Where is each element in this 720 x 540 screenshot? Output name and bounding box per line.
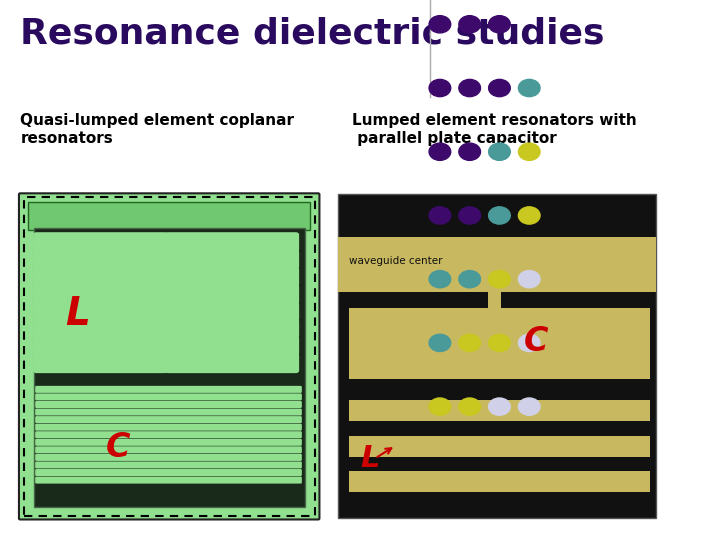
Circle shape (489, 398, 510, 415)
Circle shape (459, 143, 480, 160)
FancyBboxPatch shape (35, 462, 302, 469)
Circle shape (429, 271, 451, 288)
Circle shape (429, 398, 451, 415)
Circle shape (459, 79, 480, 97)
Bar (28, 202, 310, 230)
FancyBboxPatch shape (33, 301, 168, 321)
FancyBboxPatch shape (33, 353, 168, 373)
Circle shape (489, 16, 510, 33)
Circle shape (429, 334, 451, 352)
FancyBboxPatch shape (35, 447, 302, 454)
FancyBboxPatch shape (33, 232, 168, 252)
FancyBboxPatch shape (33, 284, 168, 304)
Circle shape (429, 16, 451, 33)
Circle shape (489, 79, 510, 97)
FancyBboxPatch shape (35, 401, 302, 408)
FancyBboxPatch shape (35, 386, 302, 393)
FancyBboxPatch shape (35, 439, 302, 446)
FancyBboxPatch shape (19, 193, 320, 519)
Bar (348, 471, 649, 492)
FancyBboxPatch shape (35, 431, 302, 438)
Bar (24, 197, 315, 516)
Circle shape (459, 207, 480, 224)
FancyBboxPatch shape (33, 319, 168, 339)
Text: waveguide center: waveguide center (348, 256, 442, 266)
FancyBboxPatch shape (164, 267, 299, 287)
Circle shape (459, 334, 480, 352)
Circle shape (489, 271, 510, 288)
FancyBboxPatch shape (35, 454, 302, 461)
Bar (34, 228, 305, 507)
FancyBboxPatch shape (164, 336, 299, 356)
Bar (348, 308, 649, 379)
FancyBboxPatch shape (164, 284, 299, 304)
Text: L: L (361, 444, 380, 473)
Circle shape (489, 143, 510, 160)
FancyBboxPatch shape (164, 249, 299, 269)
Bar (488, 288, 500, 314)
FancyBboxPatch shape (164, 353, 299, 373)
Text: C: C (523, 325, 548, 359)
Bar (338, 237, 657, 292)
FancyBboxPatch shape (164, 301, 299, 321)
Circle shape (459, 16, 480, 33)
Bar (348, 436, 649, 457)
Text: Lumped element resonators with
 parallel plate capacitor: Lumped element resonators with parallel … (352, 113, 636, 146)
Text: Quasi-lumped element coplanar
resonators: Quasi-lumped element coplanar resonators (20, 113, 294, 146)
FancyBboxPatch shape (35, 477, 302, 484)
Circle shape (518, 207, 540, 224)
FancyBboxPatch shape (35, 424, 302, 431)
Bar (338, 194, 657, 518)
Text: L: L (66, 295, 90, 333)
Circle shape (459, 398, 480, 415)
FancyBboxPatch shape (33, 267, 168, 287)
FancyBboxPatch shape (33, 249, 168, 269)
FancyBboxPatch shape (35, 409, 302, 416)
Circle shape (459, 271, 480, 288)
Circle shape (489, 334, 510, 352)
Circle shape (518, 79, 540, 97)
Text: Resonance dielectric studies: Resonance dielectric studies (20, 16, 605, 50)
Circle shape (489, 207, 510, 224)
Bar (348, 400, 649, 421)
Circle shape (518, 143, 540, 160)
Circle shape (518, 398, 540, 415)
FancyBboxPatch shape (164, 232, 299, 252)
FancyBboxPatch shape (35, 469, 302, 476)
FancyBboxPatch shape (164, 319, 299, 339)
Circle shape (429, 207, 451, 224)
FancyBboxPatch shape (35, 394, 302, 401)
Circle shape (518, 334, 540, 352)
Circle shape (518, 271, 540, 288)
FancyBboxPatch shape (33, 336, 168, 356)
FancyBboxPatch shape (35, 416, 302, 423)
Circle shape (429, 79, 451, 97)
Circle shape (429, 143, 451, 160)
Text: C: C (106, 430, 131, 464)
